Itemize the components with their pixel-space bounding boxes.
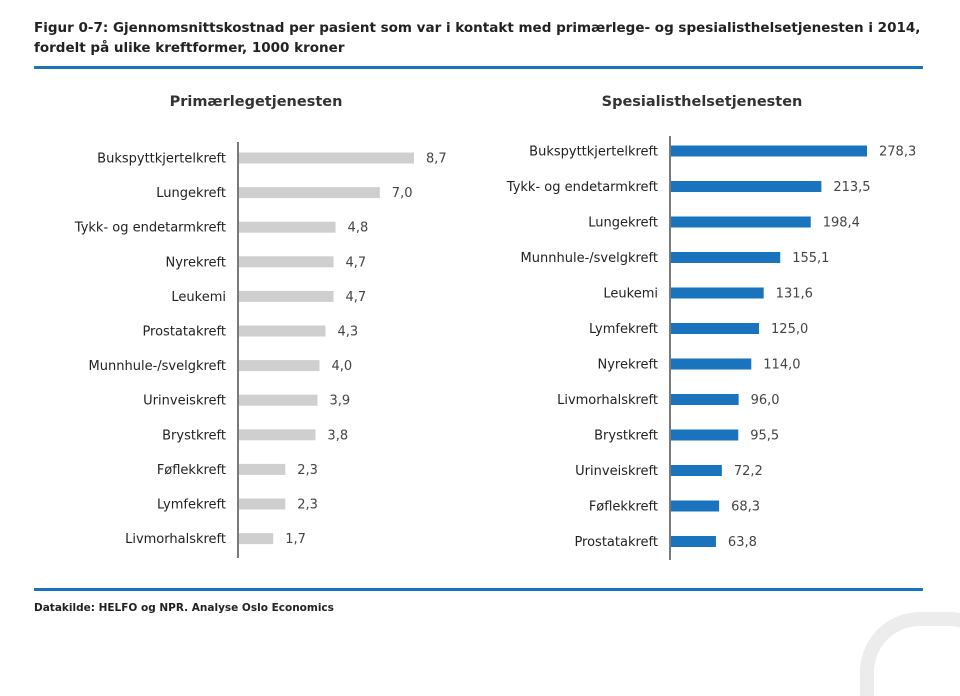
panel-title-primary: Primærlegetjenesten — [169, 94, 343, 110]
specialist-bar — [671, 252, 781, 263]
specialist-bar — [671, 465, 722, 476]
specialist-value-label: 125,0 — [771, 322, 808, 337]
primary-bar — [239, 152, 414, 164]
specialist-bar — [671, 394, 739, 405]
specialist-bar — [671, 500, 720, 512]
primary-bar — [239, 221, 336, 233]
specialist-value-label: 131,6 — [776, 287, 813, 302]
primary-category-label: Tykk- og endetarmkreft — [74, 221, 226, 236]
specialist-bar — [671, 145, 867, 157]
primary-value-label: 3,9 — [329, 394, 350, 409]
specialist-bar — [671, 429, 739, 441]
primary-category-label: Lymfekreft — [157, 498, 226, 513]
primary-category-label: Prostatakreft — [142, 325, 226, 340]
primary-value-label: 4,7 — [346, 290, 367, 305]
specialist-bar — [671, 181, 822, 192]
primary-bar — [239, 290, 334, 302]
primary-value-label: 2,3 — [297, 498, 318, 513]
specialist-value-label: 278,3 — [879, 145, 916, 160]
primary-category-label: Urinveiskreft — [143, 394, 226, 409]
specialist-category-label: Lungekreft — [588, 216, 658, 231]
specialist-category-label: Tykk- og endetarmkreft — [506, 180, 658, 195]
primary-bar — [239, 187, 380, 199]
primary-value-label: 3,8 — [327, 428, 348, 443]
primary-category-label: Føflekkreft — [157, 463, 226, 478]
primary-category-label: Livmorhalskreft — [125, 532, 226, 547]
specialist-category-label: Livmorhalskreft — [557, 393, 658, 408]
specialist-category-label: Prostatakreft — [574, 535, 658, 550]
primary-category-label: Munnhule-/svelgkreft — [89, 359, 226, 374]
specialist-bar — [671, 323, 760, 334]
primary-value-label: 7,0 — [392, 186, 413, 201]
primary-bar — [239, 394, 318, 406]
specialist-category-label: Leukemi — [603, 287, 658, 302]
primary-category-label: Lungekreft — [156, 186, 226, 201]
primary-value-label: 4,8 — [348, 221, 369, 236]
primary-category-label: Bukspyttkjertelkreft — [97, 152, 226, 167]
data-source: Datakilde: HELFO og NPR. Analyse Oslo Ec… — [34, 602, 334, 614]
specialist-category-label: Nyrekreft — [597, 358, 658, 373]
primary-category-label: Brystkreft — [162, 428, 226, 443]
top-rule — [34, 66, 923, 69]
primary-bar — [239, 463, 286, 475]
primary-value-label: 2,3 — [297, 463, 318, 478]
primary-bar — [239, 360, 320, 372]
primary-value-label: 4,0 — [331, 359, 352, 374]
figure-title: Figur 0-7: Gjennomsnittskostnad per pasi… — [34, 20, 921, 56]
bottom-rule — [34, 588, 923, 591]
specialist-value-label: 96,0 — [751, 393, 780, 408]
specialist-category-label: Lymfekreft — [589, 322, 658, 337]
primary-bar — [239, 256, 334, 268]
specialist-value-label: 72,2 — [734, 464, 763, 479]
specialist-category-label: Brystkreft — [594, 429, 658, 444]
primary-value-label: 1,7 — [285, 532, 306, 547]
specialist-value-label: 68,3 — [731, 500, 760, 515]
specialist-value-label: 213,5 — [833, 180, 870, 195]
specialist-category-label: Urinveiskreft — [575, 464, 658, 479]
specialist-value-label: 198,4 — [823, 216, 860, 231]
primary-bar — [239, 498, 286, 510]
primary-value-label: 4,3 — [337, 325, 358, 340]
specialist-bar — [671, 358, 752, 370]
specialist-bar — [671, 287, 764, 299]
specialist-bar — [671, 536, 716, 547]
specialist-category-label: Munnhule-/svelgkreft — [521, 251, 658, 266]
primary-value-label: 4,7 — [346, 255, 367, 270]
specialist-category-label: Bukspyttkjertelkreft — [529, 145, 658, 160]
bar-charts: Bukspyttkjertelkreft 8,7 Lungekreft 7,0 Tykk… — [74, 136, 916, 560]
specialist-value-label: 114,0 — [763, 358, 800, 373]
primary-category-label: Leukemi — [171, 290, 226, 305]
specialist-value-label: 63,8 — [728, 535, 757, 550]
specialist-value-label: 155,1 — [792, 251, 829, 266]
primary-category-label: Nyrekreft — [165, 255, 226, 270]
primary-bar — [239, 325, 326, 337]
specialist-category-label: Føflekkreft — [589, 500, 658, 515]
panel-title-specialist: Spesialisthelsetjenesten — [601, 94, 803, 110]
specialist-value-label: 95,5 — [750, 429, 779, 444]
primary-value-label: 8,7 — [426, 152, 447, 167]
primary-bar — [239, 533, 274, 545]
specialist-bar — [671, 216, 811, 228]
primary-bar — [239, 429, 316, 441]
